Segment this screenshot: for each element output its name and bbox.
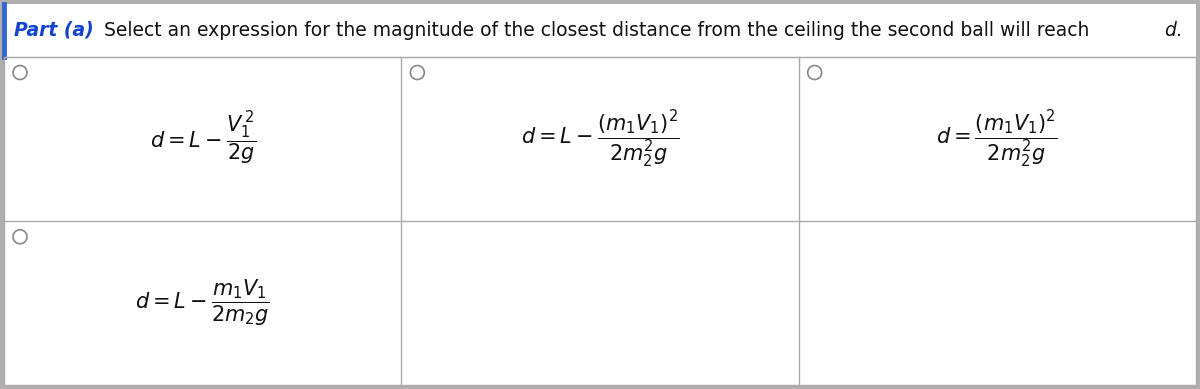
Circle shape [13,230,28,244]
Text: Select an expression for the magnitude of the closest distance from the ceiling : Select an expression for the magnitude o… [92,21,1096,40]
Text: $d = \dfrac{(m_1 V_1)^2}{2m_2^2 g}$: $d = \dfrac{(m_1 V_1)^2}{2m_2^2 g}$ [936,108,1058,169]
Bar [4,56,1196,385]
Text: $d = L - \dfrac{V_1^{\,2}}{2g}$: $d = L - \dfrac{V_1^{\,2}}{2g}$ [150,110,256,168]
Text: Part (a): Part (a) [14,21,94,40]
Bar [4,4,1196,56]
Circle shape [13,65,28,79]
Circle shape [410,65,425,79]
Text: $d$.: $d$. [1164,21,1182,40]
Text: $d = L - \dfrac{m_1 V_1}{2m_2 g}$: $d = L - \dfrac{m_1 V_1}{2m_2 g}$ [136,278,270,328]
Text: $d = L - \dfrac{(m_1 V_1)^2}{2m_2^2 g}$: $d = L - \dfrac{(m_1 V_1)^2}{2m_2^2 g}$ [521,108,679,169]
Circle shape [808,65,822,79]
Bar [4,56,1196,385]
